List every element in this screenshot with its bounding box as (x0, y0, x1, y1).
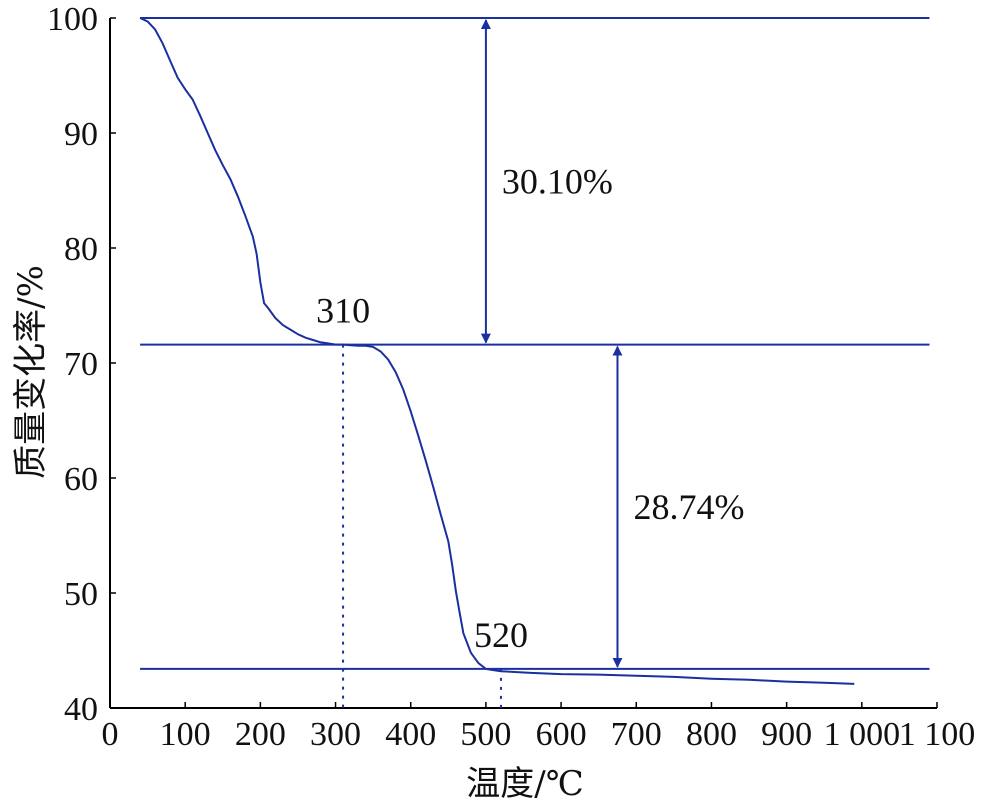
x-tick-label: 400 (385, 716, 436, 753)
x-tick-label: 1 000 (824, 716, 901, 753)
y-tick-label: 50 (64, 576, 98, 613)
x-tick-label: 800 (686, 716, 737, 753)
mass-loss-label: 28.74% (633, 487, 744, 527)
y-tick-label: 90 (64, 116, 98, 153)
x-tick-label: 1 100 (899, 716, 976, 753)
x-tick-label: 200 (235, 716, 286, 753)
series-line (139, 17, 855, 685)
y-tick-label: 80 (64, 231, 98, 268)
x-tick-label: 0 (102, 716, 119, 753)
x-tick-label: 900 (761, 716, 812, 753)
annotation-labels: 310 520 30.10% 28.74% (316, 161, 744, 655)
y-tick-label: 100 (47, 1, 98, 38)
y-tick-label: 70 (64, 346, 98, 383)
x-tick-label: 600 (536, 716, 587, 753)
marker-label: 310 (316, 291, 370, 331)
mass-loss-label: 30.10% (502, 161, 613, 201)
y-tick-label: 40 (64, 691, 98, 728)
x-tick-label: 300 (310, 716, 361, 753)
y-tick-label: 60 (64, 461, 98, 498)
x-tick-label: 500 (460, 716, 511, 753)
axes (109, 18, 937, 709)
marker-label: 520 (474, 615, 528, 655)
x-tick-label: 700 (611, 716, 662, 753)
marker-droplines (342, 344, 502, 708)
series-lines (139, 17, 855, 685)
reference-lines (140, 17, 930, 670)
y-ticks: 40 50 60 70 80 90 100 (47, 1, 116, 728)
y-axis-title: 质量变化率/% (11, 265, 51, 479)
x-tick-label: 100 (160, 716, 211, 753)
x-axis-title: 温度/℃ (466, 764, 584, 804)
mass-loss-arrows (480, 19, 623, 668)
